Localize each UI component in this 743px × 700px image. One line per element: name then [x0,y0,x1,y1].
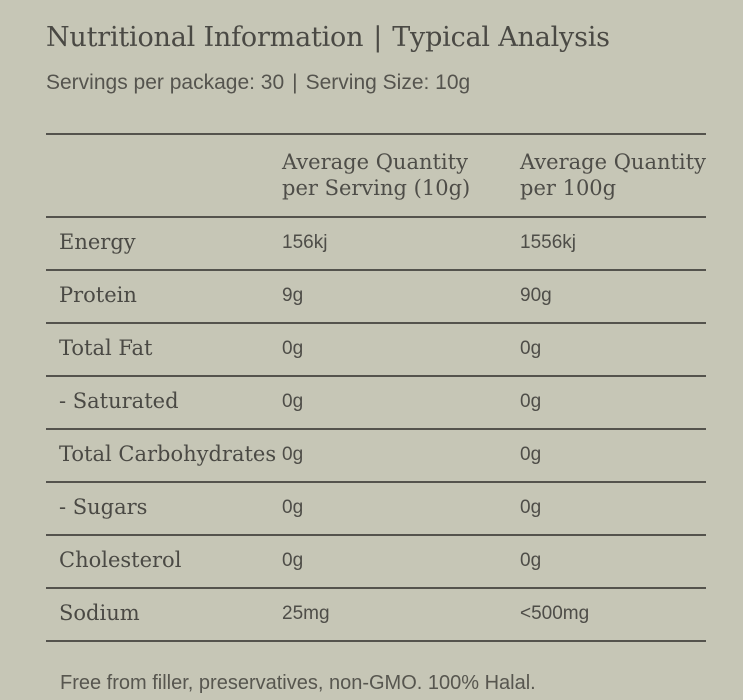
value-per-serving: 0g [282,338,304,359]
row-label: - Sugars [59,495,148,519]
row-label: Total Fat [59,336,153,360]
value-per-serving: 9g [282,285,304,306]
value-per-100g: 0g [520,444,542,465]
value-per-100g: 0g [520,338,542,359]
table-divider [46,481,706,483]
title-separator: | [373,22,383,53]
value-per-serving: 0g [282,444,304,465]
table-divider [46,269,706,271]
value-per-100g: 0g [520,497,542,518]
header-per-100g-line2: per 100g [520,176,617,200]
table-row-sugars: - Sugars 0g 0g [46,483,706,534]
table-divider [46,133,706,135]
table-row-energy: Energy 156kj 1556kj [46,218,706,269]
row-label: Protein [59,283,137,307]
serving-size: Serving Size: 10g [305,71,471,94]
table-divider [46,322,706,324]
value-per-100g: 1556kj [520,232,576,253]
row-label: Energy [59,230,136,254]
servings-per-package: Servings per package: 30 [46,71,285,94]
table-row-protein: Protein 9g 90g [46,271,706,322]
row-label: Sodium [59,601,140,625]
table-divider [46,375,706,377]
footnote: Free from filler, preservatives, non-GMO… [60,672,536,694]
table-row-sodium: Sodium 25mg <500mg [46,589,706,640]
nutrition-table: Average Quantity per Serving (10g) Avera… [46,133,706,642]
header-per-100g-line1: Average Quantity [520,150,706,174]
header-per-serving: Average Quantity per Serving (10g) [282,149,470,201]
header-per-serving-line2: per Serving (10g) [282,176,471,200]
row-label: Cholesterol [59,548,182,572]
table-row-total-fat: Total Fat 0g 0g [46,324,706,375]
header-per-serving-line1: Average Quantity [282,150,468,174]
value-per-100g: 90g [520,285,552,306]
title-nutritional-information: Nutritional Information [46,22,364,53]
header-per-100g: Average Quantity per 100g [520,149,706,201]
value-per-100g: 0g [520,550,542,571]
table-row-total-carbohydrates: Total Carbohydrates 0g 0g [46,430,706,481]
row-label: Total Carbohydrates [59,442,277,466]
row-label: - Saturated [59,389,179,413]
title-typical-analysis: Typical Analysis [392,22,610,53]
table-divider [46,428,706,430]
table-header-row: Average Quantity per Serving (10g) Avera… [46,135,706,216]
table-row-cholesterol: Cholesterol 0g 0g [46,536,706,587]
table-divider [46,216,706,218]
value-per-100g: <500mg [520,603,590,624]
serving-info-separator: | [292,71,298,94]
value-per-serving: 0g [282,497,304,518]
serving-info: Servings per package: 30 | Serving Size: 1… [46,71,470,95]
value-per-serving: 0g [282,391,304,412]
table-divider [46,534,706,536]
table-divider [46,587,706,589]
table-divider [46,640,706,642]
value-per-serving: 25mg [282,603,330,624]
value-per-serving: 156kj [282,232,328,253]
value-per-100g: 0g [520,391,542,412]
value-per-serving: 0g [282,550,304,571]
page-title: Nutritional Information | Typical Analysis [46,22,610,53]
table-row-saturated: - Saturated 0g 0g [46,377,706,428]
